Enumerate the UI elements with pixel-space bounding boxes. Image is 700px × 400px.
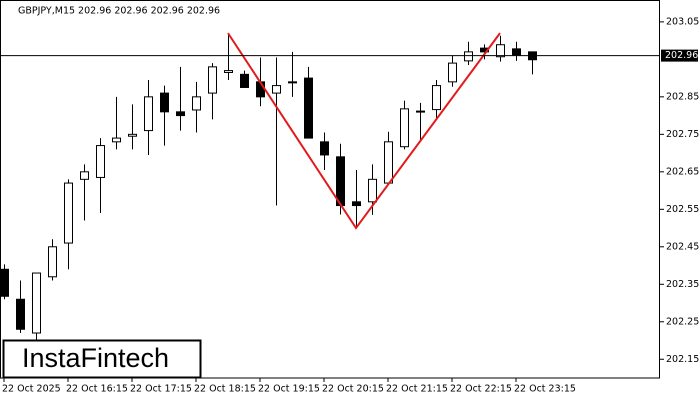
candle-body xyxy=(64,182,73,244)
candle-body xyxy=(272,85,281,94)
y-tick-label: 203.05 xyxy=(666,16,699,27)
y-tick-label: 202.35 xyxy=(666,279,699,290)
candle-body xyxy=(336,156,345,207)
pattern-line xyxy=(227,32,501,230)
candle-body xyxy=(144,96,153,132)
logo-box xyxy=(2,339,202,379)
candle-body xyxy=(384,141,393,184)
x-tick-label: 22 Oct 21:15 xyxy=(386,384,448,395)
candle-body xyxy=(176,111,185,117)
candle-body xyxy=(0,268,9,297)
candle-body xyxy=(416,110,425,113)
price-label: 202.96 xyxy=(665,50,698,61)
candle-body xyxy=(432,85,441,111)
candle-body xyxy=(32,272,41,334)
y-tick-label: 202.55 xyxy=(666,204,699,215)
x-tick-label: 22 Oct 19:15 xyxy=(258,384,320,395)
candle-body xyxy=(320,141,329,156)
y-tick-label: 202.15 xyxy=(666,354,699,365)
watermark: InstaFintech xyxy=(22,343,169,373)
candle-body xyxy=(208,66,217,94)
chart-title: GBPJPY,M15 202.96 202.96 202.96 202.96 xyxy=(18,6,220,17)
candle-body xyxy=(240,73,249,88)
candle-body xyxy=(304,77,313,139)
candle-body xyxy=(512,48,521,56)
y-tick-label: 202.65 xyxy=(666,166,699,177)
candle-body xyxy=(160,92,169,113)
candle-body xyxy=(368,178,377,203)
y-tick-label: 202.25 xyxy=(666,316,699,327)
candle-body xyxy=(96,145,105,178)
candle-body xyxy=(448,62,457,83)
price-label-box xyxy=(661,49,698,62)
candle-body xyxy=(48,246,57,278)
y-tick-label: 202.45 xyxy=(666,241,699,252)
candle-body xyxy=(400,108,409,148)
x-tick-label: 22 Oct 23:15 xyxy=(514,384,576,395)
candle-body xyxy=(16,298,25,330)
x-tick-label: 22 Oct 2025 xyxy=(2,384,61,395)
x-tick-label: 22 Oct 20:15 xyxy=(322,384,384,395)
x-tick-label: 22 Oct 22:15 xyxy=(450,384,512,395)
x-tick-label: 22 Oct 16:15 xyxy=(66,384,128,395)
candle-body xyxy=(288,81,297,84)
candle-body xyxy=(192,96,201,111)
candle-body xyxy=(464,51,473,62)
candle-body xyxy=(80,171,89,180)
candle-body xyxy=(352,201,361,207)
y-tick-label: 202.85 xyxy=(666,91,699,102)
y-tick-label: 202.75 xyxy=(666,129,699,140)
x-tick-label: 22 Oct 18:15 xyxy=(194,384,256,395)
candle-body xyxy=(496,44,505,58)
candle-body xyxy=(224,70,233,73)
candle-body xyxy=(128,133,137,137)
candle-body xyxy=(112,137,121,143)
x-tick-label: 22 Oct 17:15 xyxy=(130,384,192,395)
